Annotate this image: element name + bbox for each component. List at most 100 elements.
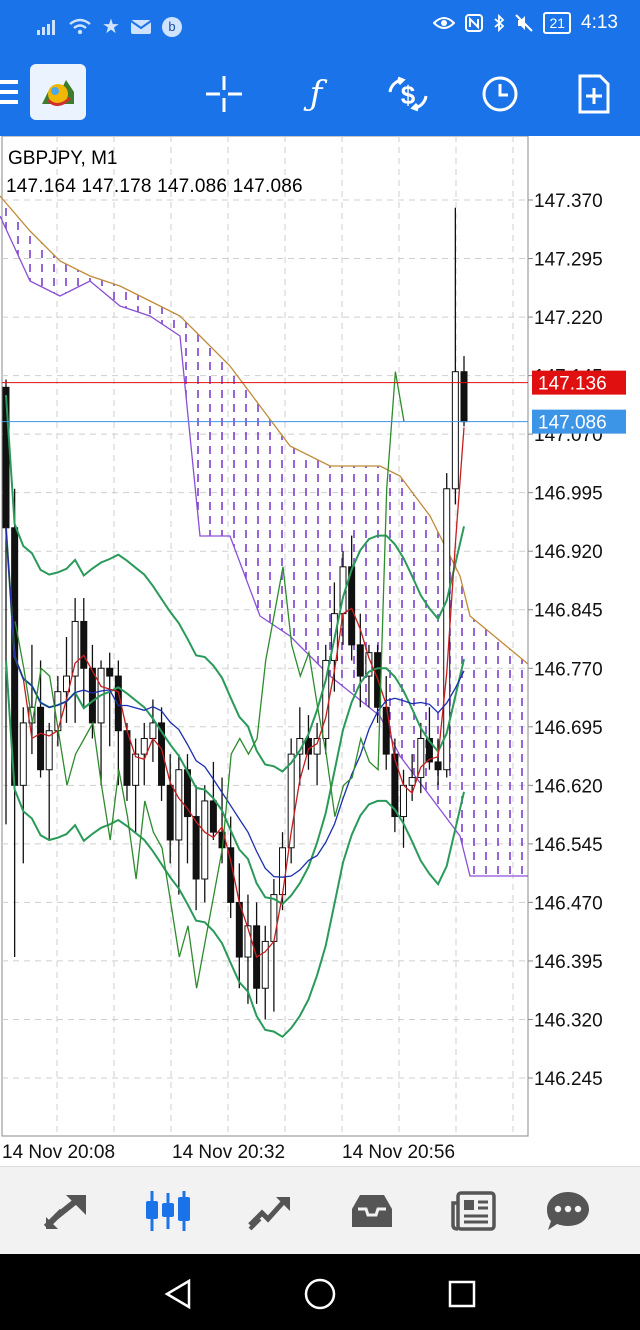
recents-button[interactable] [442,1274,482,1314]
indicators-icon: ƒ [309,74,323,114]
indicators-button[interactable]: ƒ [288,66,344,122]
price-tick-label: 146.920 [534,542,603,563]
bluetooth-icon [494,14,505,32]
wifi-icon [69,18,91,34]
history-icon [352,1195,392,1227]
price-tick-label: 146.545 [534,835,603,856]
kijun-sen [5,527,465,878]
price-chart[interactable]: 147.370147.295147.220147.145147.070146.9… [0,135,640,1166]
timeframe-button[interactable] [472,66,528,122]
price-tick-label: 146.470 [534,893,603,914]
candle-body [227,847,235,903]
bid-price-tag [532,370,626,395]
nav-history[interactable] [346,1187,398,1235]
candle-body [45,730,53,771]
star-icon: ★ [102,16,120,38]
price-tick-label: 146.845 [534,601,603,622]
tenkan-sen [5,427,465,958]
quotes-icon [43,1195,86,1230]
candle-body [304,738,312,755]
candle-body [313,738,321,755]
svg-text:$: $ [401,80,416,110]
price-tick-label: 146.770 [534,659,603,680]
chat-icon [547,1192,589,1230]
chart-canvas[interactable]: 147.370147.295147.220147.145147.070146.9… [0,135,640,1166]
new-order-button[interactable] [566,66,622,122]
system-navigation [0,1254,640,1330]
timeframe-icon [482,76,518,112]
candle-body [37,706,45,771]
signal-icon [37,19,55,35]
nav-trade[interactable] [244,1187,296,1235]
candle-body [132,753,140,786]
time-tick-label: 14 Nov 20:08 [2,1142,115,1163]
candle-body [106,667,114,677]
chart-icon [146,1191,190,1231]
candle-body [356,644,364,677]
candle-body [2,386,10,529]
status-bar: ★ b 21 4:13 [0,0,640,52]
trade-icon [248,1197,290,1231]
candle-body [88,667,96,724]
eye-icon [433,17,456,29]
candle-body [158,722,166,786]
clock: 4:13 [581,12,618,33]
new-order-icon [578,74,610,114]
candle-body [417,738,425,779]
nav-news[interactable] [448,1187,500,1235]
candle-body [460,371,468,423]
price-tick-label: 146.395 [534,952,603,973]
candle-body [201,800,209,880]
status-right-icons: 21 4:13 [433,12,618,34]
news-icon [451,1191,496,1231]
nav-chat[interactable] [542,1187,594,1235]
recents-icon [448,1280,476,1308]
bottom-navigation [0,1166,640,1254]
ask-price-tag [532,409,626,434]
chart-ohlc: 147.164 147.178 147.086 147.086 [6,176,303,197]
battery-indicator: 21 [543,12,572,34]
home-button[interactable] [300,1274,340,1314]
symbols-button[interactable]: $ [380,66,436,122]
candle-body [140,738,148,755]
metatrader-logo-icon [42,80,74,106]
nav-chart[interactable] [142,1187,194,1235]
candle-body [192,816,200,880]
candle-body [175,769,183,841]
nav-quotes[interactable] [40,1187,92,1235]
crosshair-button[interactable] [196,66,252,122]
candle-body [425,738,433,763]
candle-body [391,753,399,818]
price-tick-label: 146.695 [534,718,603,739]
candle-body [287,753,295,849]
candle-body [80,620,88,669]
notification-badge: b [161,16,182,37]
candle-body [270,894,278,942]
candle-body [166,784,174,841]
time-tick-label: 14 Nov 20:32 [172,1142,285,1163]
candle-body [451,371,459,490]
candle-body [62,675,70,693]
menu-icon[interactable] [0,80,18,108]
bollinger-lower [5,660,465,1039]
crosshair-icon [206,76,242,112]
candle-body [434,761,442,771]
senkou-span-b [0,215,528,877]
candle-body [408,777,416,786]
ichimoku-cloud [0,196,528,876]
price-tick-label: 147.370 [534,191,603,212]
app-logo[interactable] [30,64,86,120]
price-tick-label: 147.295 [534,250,603,271]
price-tick-label: 146.245 [534,1069,603,1090]
senkou-span-a [0,195,529,665]
price-tick-label: 146.320 [534,1010,603,1031]
price-tick-label: 146.995 [534,484,603,505]
candle-body [261,940,269,989]
candle-body [400,784,408,818]
back-button[interactable] [158,1274,198,1314]
mute-icon [515,14,534,32]
price-tick-label: 147.220 [534,308,603,329]
nfc-icon [465,14,484,32]
ask-price-label: 147.086 [538,413,607,434]
mail-icon [130,19,152,34]
